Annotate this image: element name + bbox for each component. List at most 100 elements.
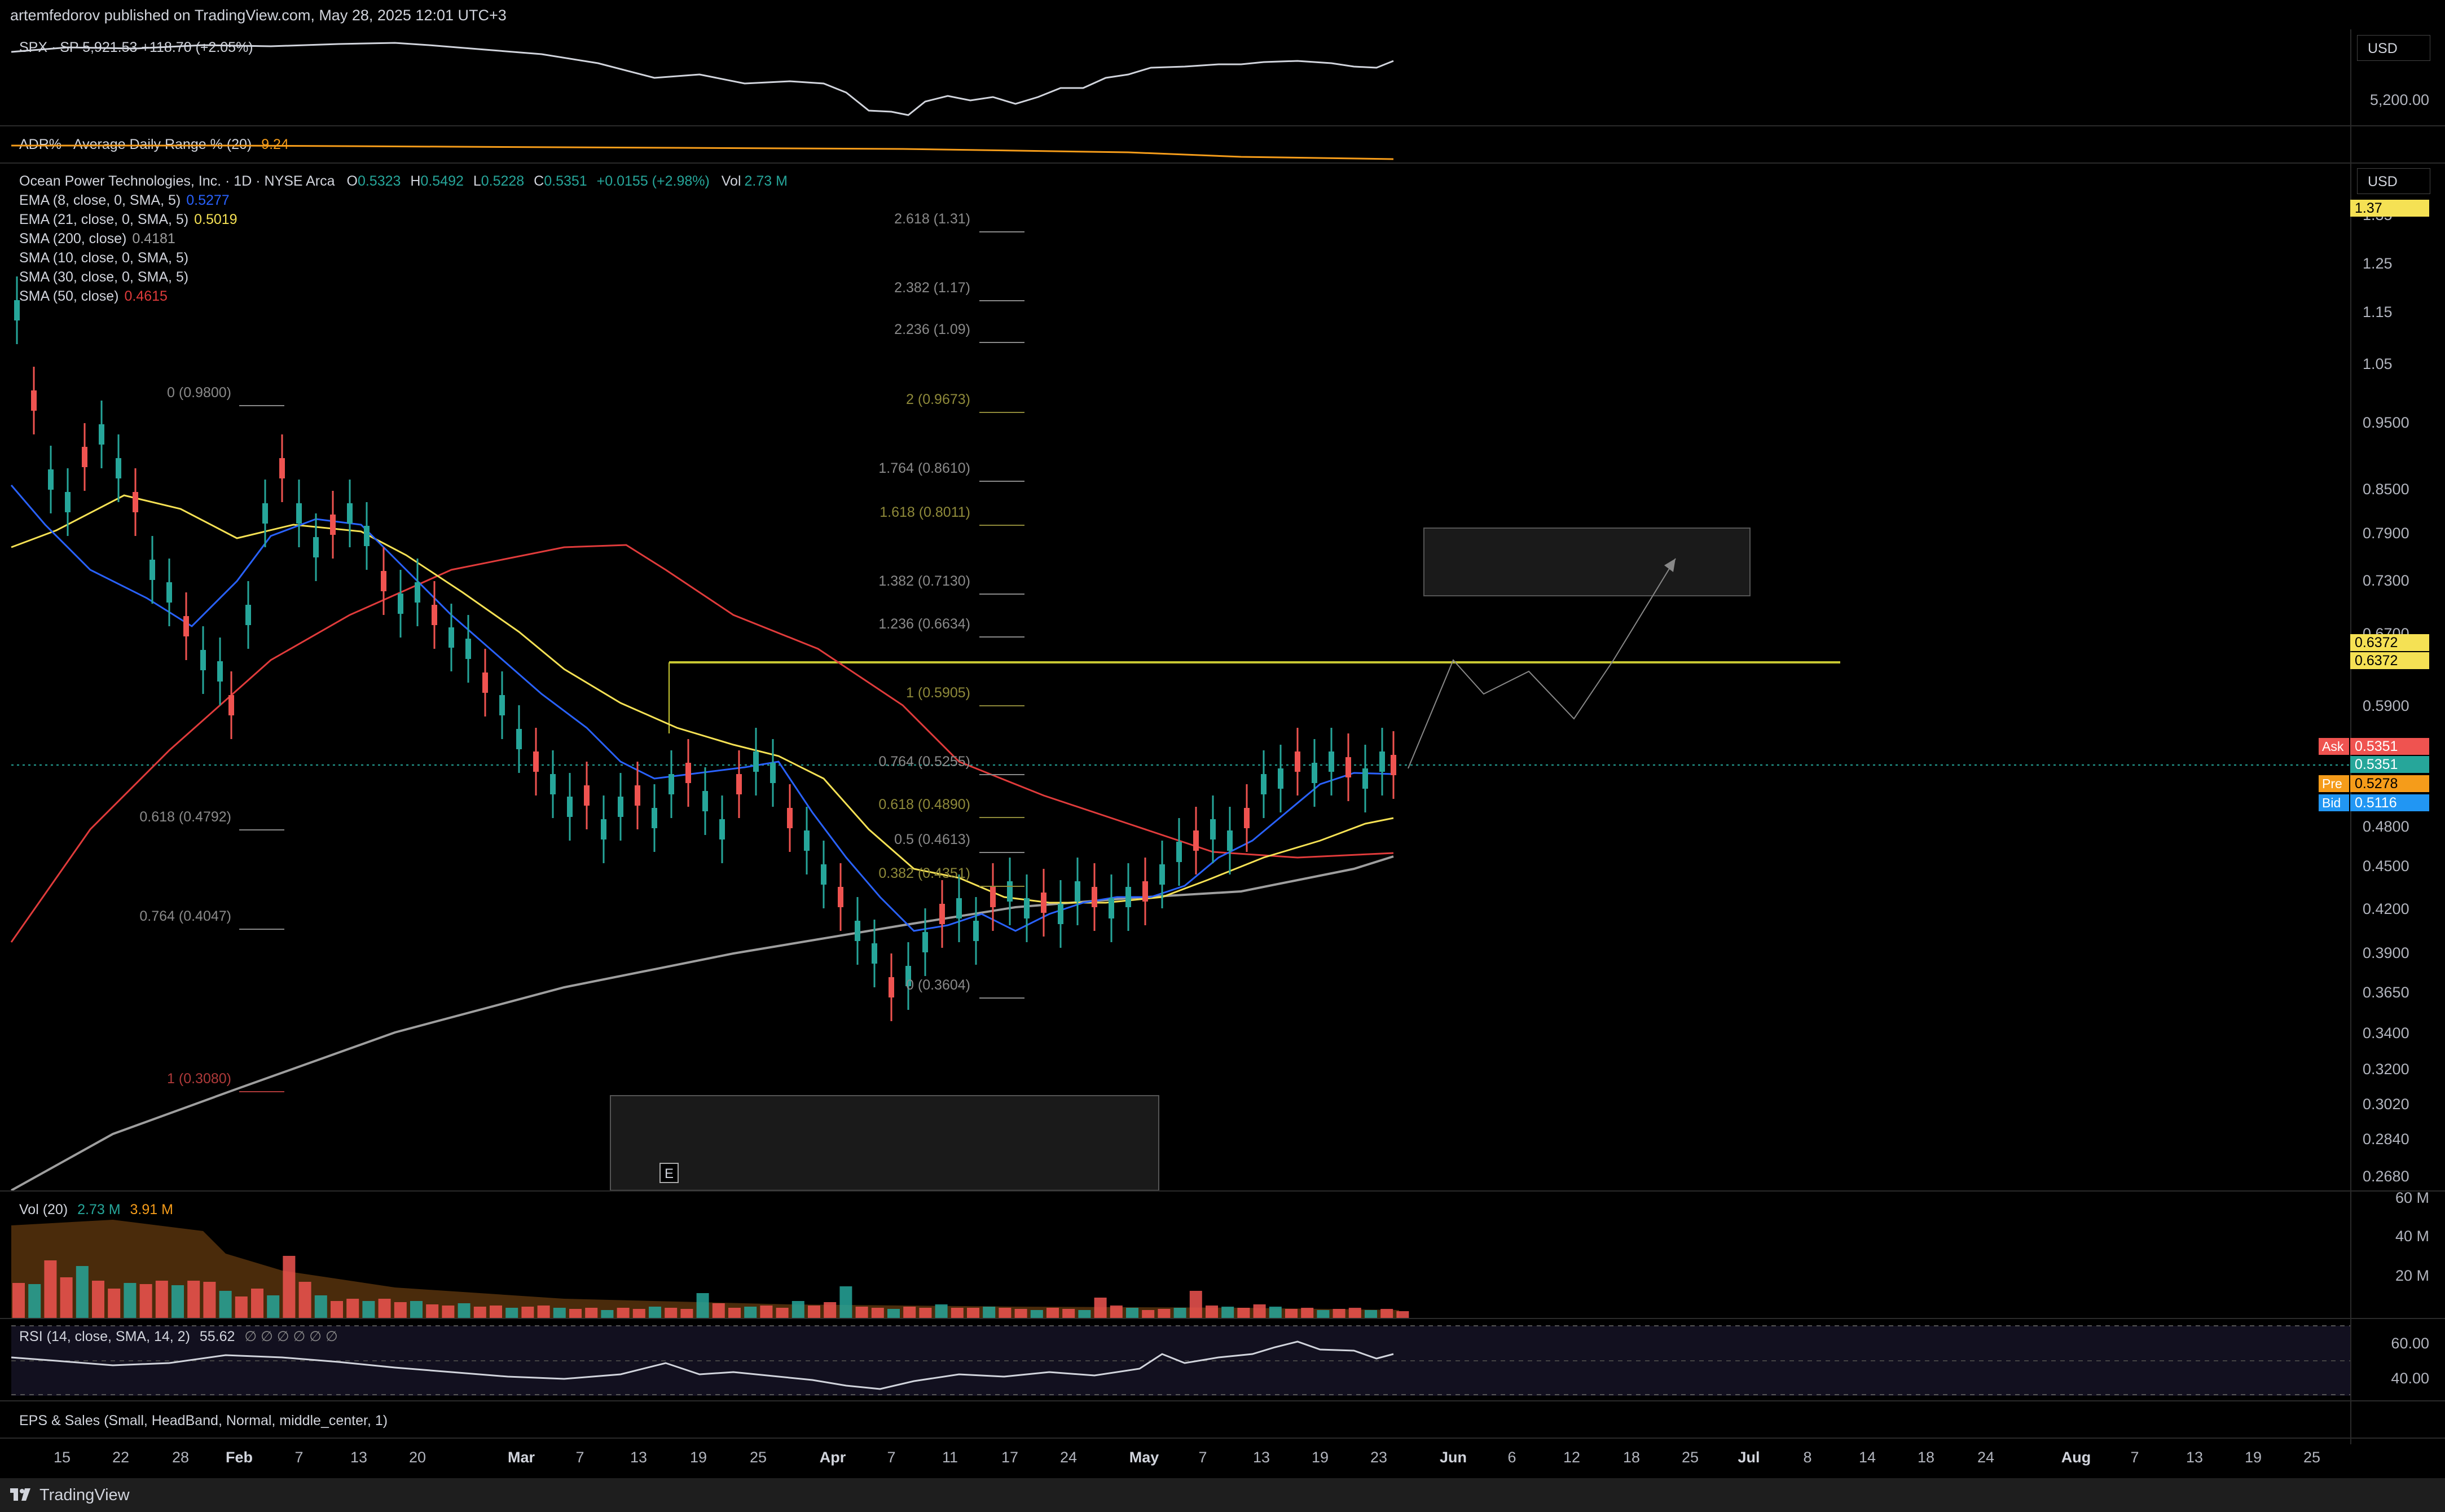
pane-divider-adr	[0, 162, 2445, 164]
ohlc-vol-label: Vol	[721, 173, 741, 189]
candle-body	[1210, 819, 1216, 839]
candle-body	[990, 887, 996, 907]
candle-body	[279, 458, 285, 478]
volume-bar	[712, 1303, 725, 1318]
ohlc-vol: 2.73 M	[744, 173, 788, 189]
fib-level-line	[979, 300, 1024, 301]
time-axis-label: 25	[2303, 1449, 2321, 1466]
candle-body	[1092, 887, 1097, 907]
price-axis-label: 1.15	[2363, 304, 2393, 320]
spx-line	[11, 42, 1394, 116]
candle-body	[183, 616, 189, 636]
indicator-legend-row: EMA (21, close, 0, SMA, 5) 0.5019	[19, 210, 238, 229]
target-zone-box	[1423, 528, 1751, 596]
candle-body	[584, 785, 590, 806]
candle-body	[415, 582, 420, 603]
volume-bar	[824, 1302, 837, 1318]
candle-body	[635, 785, 640, 806]
indicator-legend-row: EMA (8, close, 0, SMA, 5) 0.5277	[19, 191, 238, 210]
price-axis-label: 0.9500	[2363, 414, 2409, 431]
volume-bar	[1126, 1308, 1138, 1318]
pane-divider-xaxis	[0, 1438, 2445, 1439]
volume-bar	[760, 1306, 773, 1318]
volume-axis-40: 40 M	[2395, 1228, 2429, 1245]
volume-bar	[12, 1283, 25, 1318]
price-axis-label: 0.8500	[2363, 481, 2409, 498]
volume-bar	[394, 1302, 407, 1318]
price-axis-label: 0.2680	[2363, 1168, 2409, 1185]
candle-body	[1041, 893, 1046, 913]
candle-body	[398, 594, 403, 614]
price-axis-label: 0.3020	[2363, 1096, 2409, 1113]
pre-price-tag: 0.5278	[2350, 775, 2429, 792]
volume-bar	[1062, 1309, 1075, 1318]
price-axis-label: 0.7300	[2363, 572, 2409, 589]
candle-body	[753, 751, 759, 772]
ema8-line	[10, 485, 1394, 932]
indicator-legend-row: SMA (50, close) 0.4615	[19, 287, 238, 306]
volume-bar	[537, 1306, 550, 1318]
fib-level-label: 0.618 (0.4890)	[878, 797, 970, 812]
volume-bar	[458, 1303, 470, 1318]
fib-level-label: 2 (0.9673)	[906, 392, 970, 407]
time-axis-label: 7	[2130, 1449, 2139, 1466]
fib-level-label: 1.382 (0.7130)	[878, 573, 970, 589]
volume-bar	[171, 1285, 184, 1318]
rsi-value: 55.62	[199, 1329, 235, 1344]
volume-bar	[283, 1256, 296, 1318]
time-axis-label: 13	[1252, 1449, 1270, 1466]
publisher-text: artemfedorov published on TradingView.co…	[10, 7, 507, 24]
fib-level-line	[979, 231, 1024, 232]
pane-divider-eps	[0, 1400, 2445, 1401]
fib-level-line	[239, 405, 284, 406]
candle-body	[364, 526, 370, 546]
candle-body	[770, 763, 776, 783]
rsi-axis-40: 40.00	[2391, 1370, 2429, 1387]
candle-body	[432, 605, 437, 625]
fib-level-label: 0.618 (0.4792)	[139, 809, 231, 825]
indicator-name: SMA (10, close, 0, SMA, 5)	[19, 250, 189, 266]
fib-level-label: 0.382 (0.4351)	[878, 865, 970, 881]
projected-path	[1408, 558, 1676, 769]
time-axis-label: 22	[112, 1449, 130, 1466]
candle-body	[99, 424, 104, 445]
currency-button-spx[interactable]: USD	[2357, 35, 2430, 61]
candle-body	[149, 560, 155, 580]
candle-body	[618, 797, 623, 817]
currency-button-main[interactable]: USD	[2357, 168, 2430, 194]
volume-legend-name: Vol (20)	[19, 1202, 68, 1217]
candle-body	[1142, 881, 1148, 902]
volume-bar	[346, 1299, 359, 1318]
indicator-name: SMA (200, close)	[19, 231, 127, 247]
candle-body	[31, 390, 37, 411]
volume-bar	[1110, 1306, 1123, 1318]
volume-bar	[314, 1295, 327, 1318]
ohlc-c: 0.5351	[544, 173, 587, 189]
rsi-line	[11, 1340, 1394, 1390]
fib-level-line	[979, 412, 1024, 413]
pane-divider-spx	[0, 125, 2445, 126]
earnings-marker: E	[665, 1166, 674, 1181]
volume-bar	[553, 1308, 566, 1318]
right-axis-divider	[2350, 29, 2351, 1444]
candle-body	[905, 966, 911, 986]
volume-bar	[728, 1308, 741, 1318]
candle-body	[702, 791, 708, 811]
indicator-value: 0.4615	[124, 288, 168, 304]
candle-body	[1075, 881, 1080, 902]
time-axis-label: Jul	[1738, 1449, 1760, 1466]
candle-body	[516, 729, 522, 749]
indicator-value: 0.5019	[194, 212, 238, 227]
volume-bar	[473, 1307, 486, 1318]
footer-brand: TradingView	[39, 1486, 130, 1504]
volume-bar	[426, 1304, 439, 1318]
volume-bar	[569, 1309, 582, 1318]
candle-body	[855, 921, 860, 941]
candle-body	[1278, 768, 1283, 789]
time-axis-label: 12	[1563, 1449, 1581, 1466]
volume-bar	[203, 1282, 216, 1318]
candle-body	[1329, 751, 1334, 772]
time-axis-label: 13	[2185, 1449, 2204, 1466]
fib-level-line	[979, 997, 1024, 999]
price-tag-top: 1.37	[2350, 200, 2429, 217]
